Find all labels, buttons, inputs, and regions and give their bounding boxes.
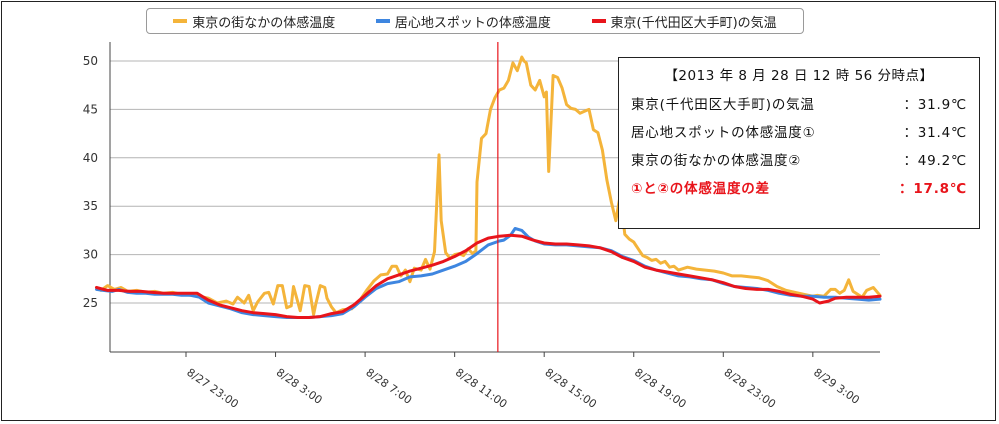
info-value: ：17.8℃ <box>899 181 967 197</box>
series-line-0 <box>95 55 882 317</box>
x-tick-2: 8/28 7:00 <box>363 366 414 407</box>
info-value: ：49.2℃ <box>903 153 967 169</box>
info-value: ：31.4℃ <box>903 125 967 141</box>
legend-label-air: 東京(千代田区大手町)の気温 <box>610 15 777 31</box>
legend-item-air: 東京(千代田区大手町)の気温 <box>591 12 777 31</box>
x-tick-7: 8/29 3:00 <box>811 366 862 407</box>
x-tick-3: 8/28 11:00 <box>453 366 510 411</box>
info-row-street-temp: 東京の街なかの体感温度② ：49.2℃ <box>631 147 967 175</box>
legend-label-spot: 居心地スポットの体感温度 <box>394 15 551 31</box>
x-tick-4: 8/28 15:00 <box>542 366 599 411</box>
x-tick-5: 8/28 19:00 <box>632 366 689 411</box>
legend: 東京の街なかの体感温度 居心地スポットの体感温度 東京(千代田区大手町)の気温 <box>146 8 804 34</box>
x-tick-0: 8/27 23:00 <box>184 366 241 411</box>
legend-item-street: 東京の街なかの体感温度 <box>173 12 335 31</box>
legend-label-street: 東京の街なかの体感温度 <box>192 15 336 31</box>
series-line-2 <box>95 233 882 319</box>
legend-item-spot: 居心地スポットの体感温度 <box>375 12 551 31</box>
legend-swatch-street <box>173 19 188 23</box>
axes <box>109 42 880 357</box>
info-row-air-temp: 東京(千代田区大手町)の気温 ：31.9℃ <box>631 91 967 119</box>
x-tick-1: 8/28 3:00 <box>274 366 325 407</box>
y-tick-50: 50 <box>83 54 98 68</box>
y-tick-30: 30 <box>83 248 98 262</box>
info-label: 東京(千代田区大手町)の気温 <box>631 97 815 113</box>
info-value: ：31.9℃ <box>903 97 967 113</box>
info-box: 【2013 年 8 月 28 日 12 時 56 分時点】 東京(千代田区大手町… <box>618 57 980 229</box>
legend-swatch-spot <box>375 19 390 23</box>
y-tick-35: 35 <box>83 199 98 213</box>
info-label: ①と②の体感温度の差 <box>631 181 770 197</box>
legend-swatch-air <box>591 19 606 23</box>
info-row-spot-temp: 居心地スポットの体感温度① ：31.4℃ <box>631 119 967 147</box>
y-tick-45: 45 <box>83 102 98 116</box>
info-label: 居心地スポットの体感温度① <box>631 125 816 141</box>
y-tick-25: 25 <box>83 296 98 310</box>
y-tick-labels: 25 30 35 40 45 50 <box>83 54 98 310</box>
x-tick-6: 8/28 23:00 <box>722 366 779 411</box>
info-title: 【2013 年 8 月 28 日 12 時 56 分時点】 <box>664 68 934 84</box>
info-label: 東京の街なかの体感温度② <box>631 153 802 169</box>
series-line-1 <box>95 227 882 319</box>
y-tick-40: 40 <box>83 151 98 165</box>
x-tick-labels: 8/27 23:00 8/28 3:00 8/28 7:00 8/28 11:00 8/… <box>184 366 862 411</box>
series-lines <box>95 55 882 319</box>
info-row-difference: ①と②の体感温度の差 ：17.8℃ <box>631 175 967 203</box>
